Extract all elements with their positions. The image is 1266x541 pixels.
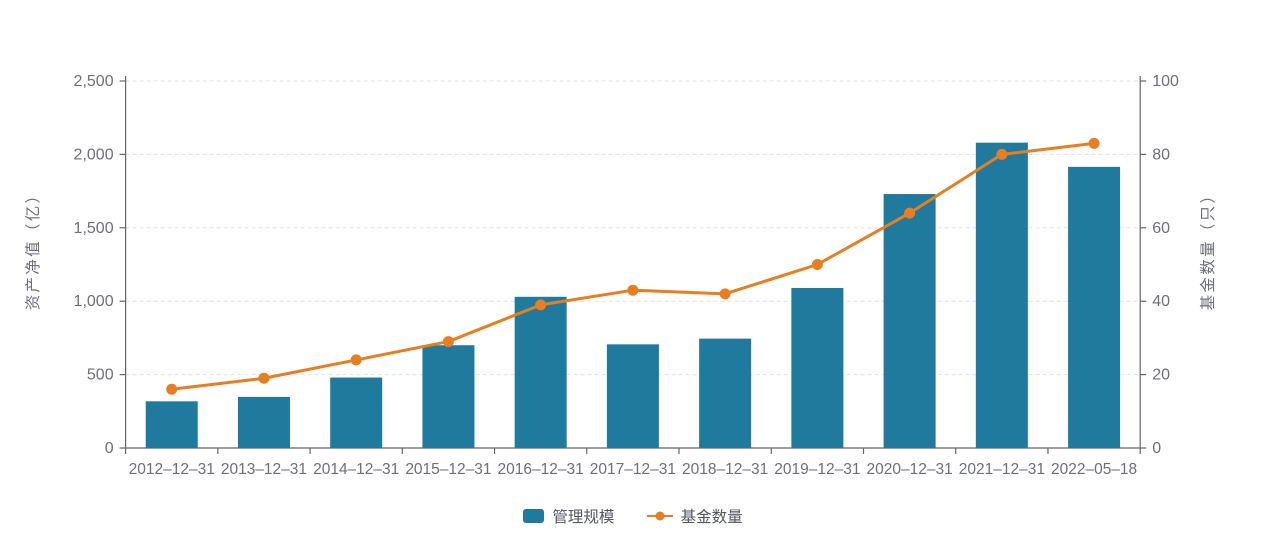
- svg-text:500: 500: [87, 367, 114, 384]
- svg-text:60: 60: [1152, 220, 1170, 237]
- svg-text:2,000: 2,000: [74, 146, 114, 163]
- svg-text:2012–12–31: 2012–12–31: [129, 461, 215, 478]
- svg-text:40: 40: [1152, 293, 1170, 310]
- svg-text:0: 0: [1152, 440, 1161, 457]
- svg-text:2016–12–31: 2016–12–31: [498, 461, 584, 478]
- svg-text:2015–12–31: 2015–12–31: [405, 461, 491, 478]
- svg-text:100: 100: [1152, 73, 1179, 90]
- svg-text:2020–12–31: 2020–12–31: [867, 461, 953, 478]
- svg-text:2013–12–31: 2013–12–31: [221, 461, 307, 478]
- svg-text:1,000: 1,000: [74, 293, 114, 310]
- svg-text:2017–12–31: 2017–12–31: [590, 461, 676, 478]
- svg-text:2014–12–31: 2014–12–31: [313, 461, 399, 478]
- svg-text:2018–12–31: 2018–12–31: [682, 461, 768, 478]
- svg-text:80: 80: [1152, 146, 1170, 163]
- svg-text:资产净值（亿）: 资产净值（亿）: [24, 186, 42, 311]
- svg-text:0: 0: [105, 440, 114, 457]
- svg-text:1,500: 1,500: [74, 220, 114, 237]
- svg-text:2,500: 2,500: [74, 73, 114, 90]
- svg-text:20: 20: [1152, 367, 1170, 384]
- svg-text:2019–12–31: 2019–12–31: [774, 461, 860, 478]
- svg-text:2022–05–18: 2022–05–18: [1051, 461, 1137, 478]
- svg-text:基金数量（只）: 基金数量（只）: [1199, 186, 1217, 311]
- svg-text:2021–12–31: 2021–12–31: [959, 461, 1045, 478]
